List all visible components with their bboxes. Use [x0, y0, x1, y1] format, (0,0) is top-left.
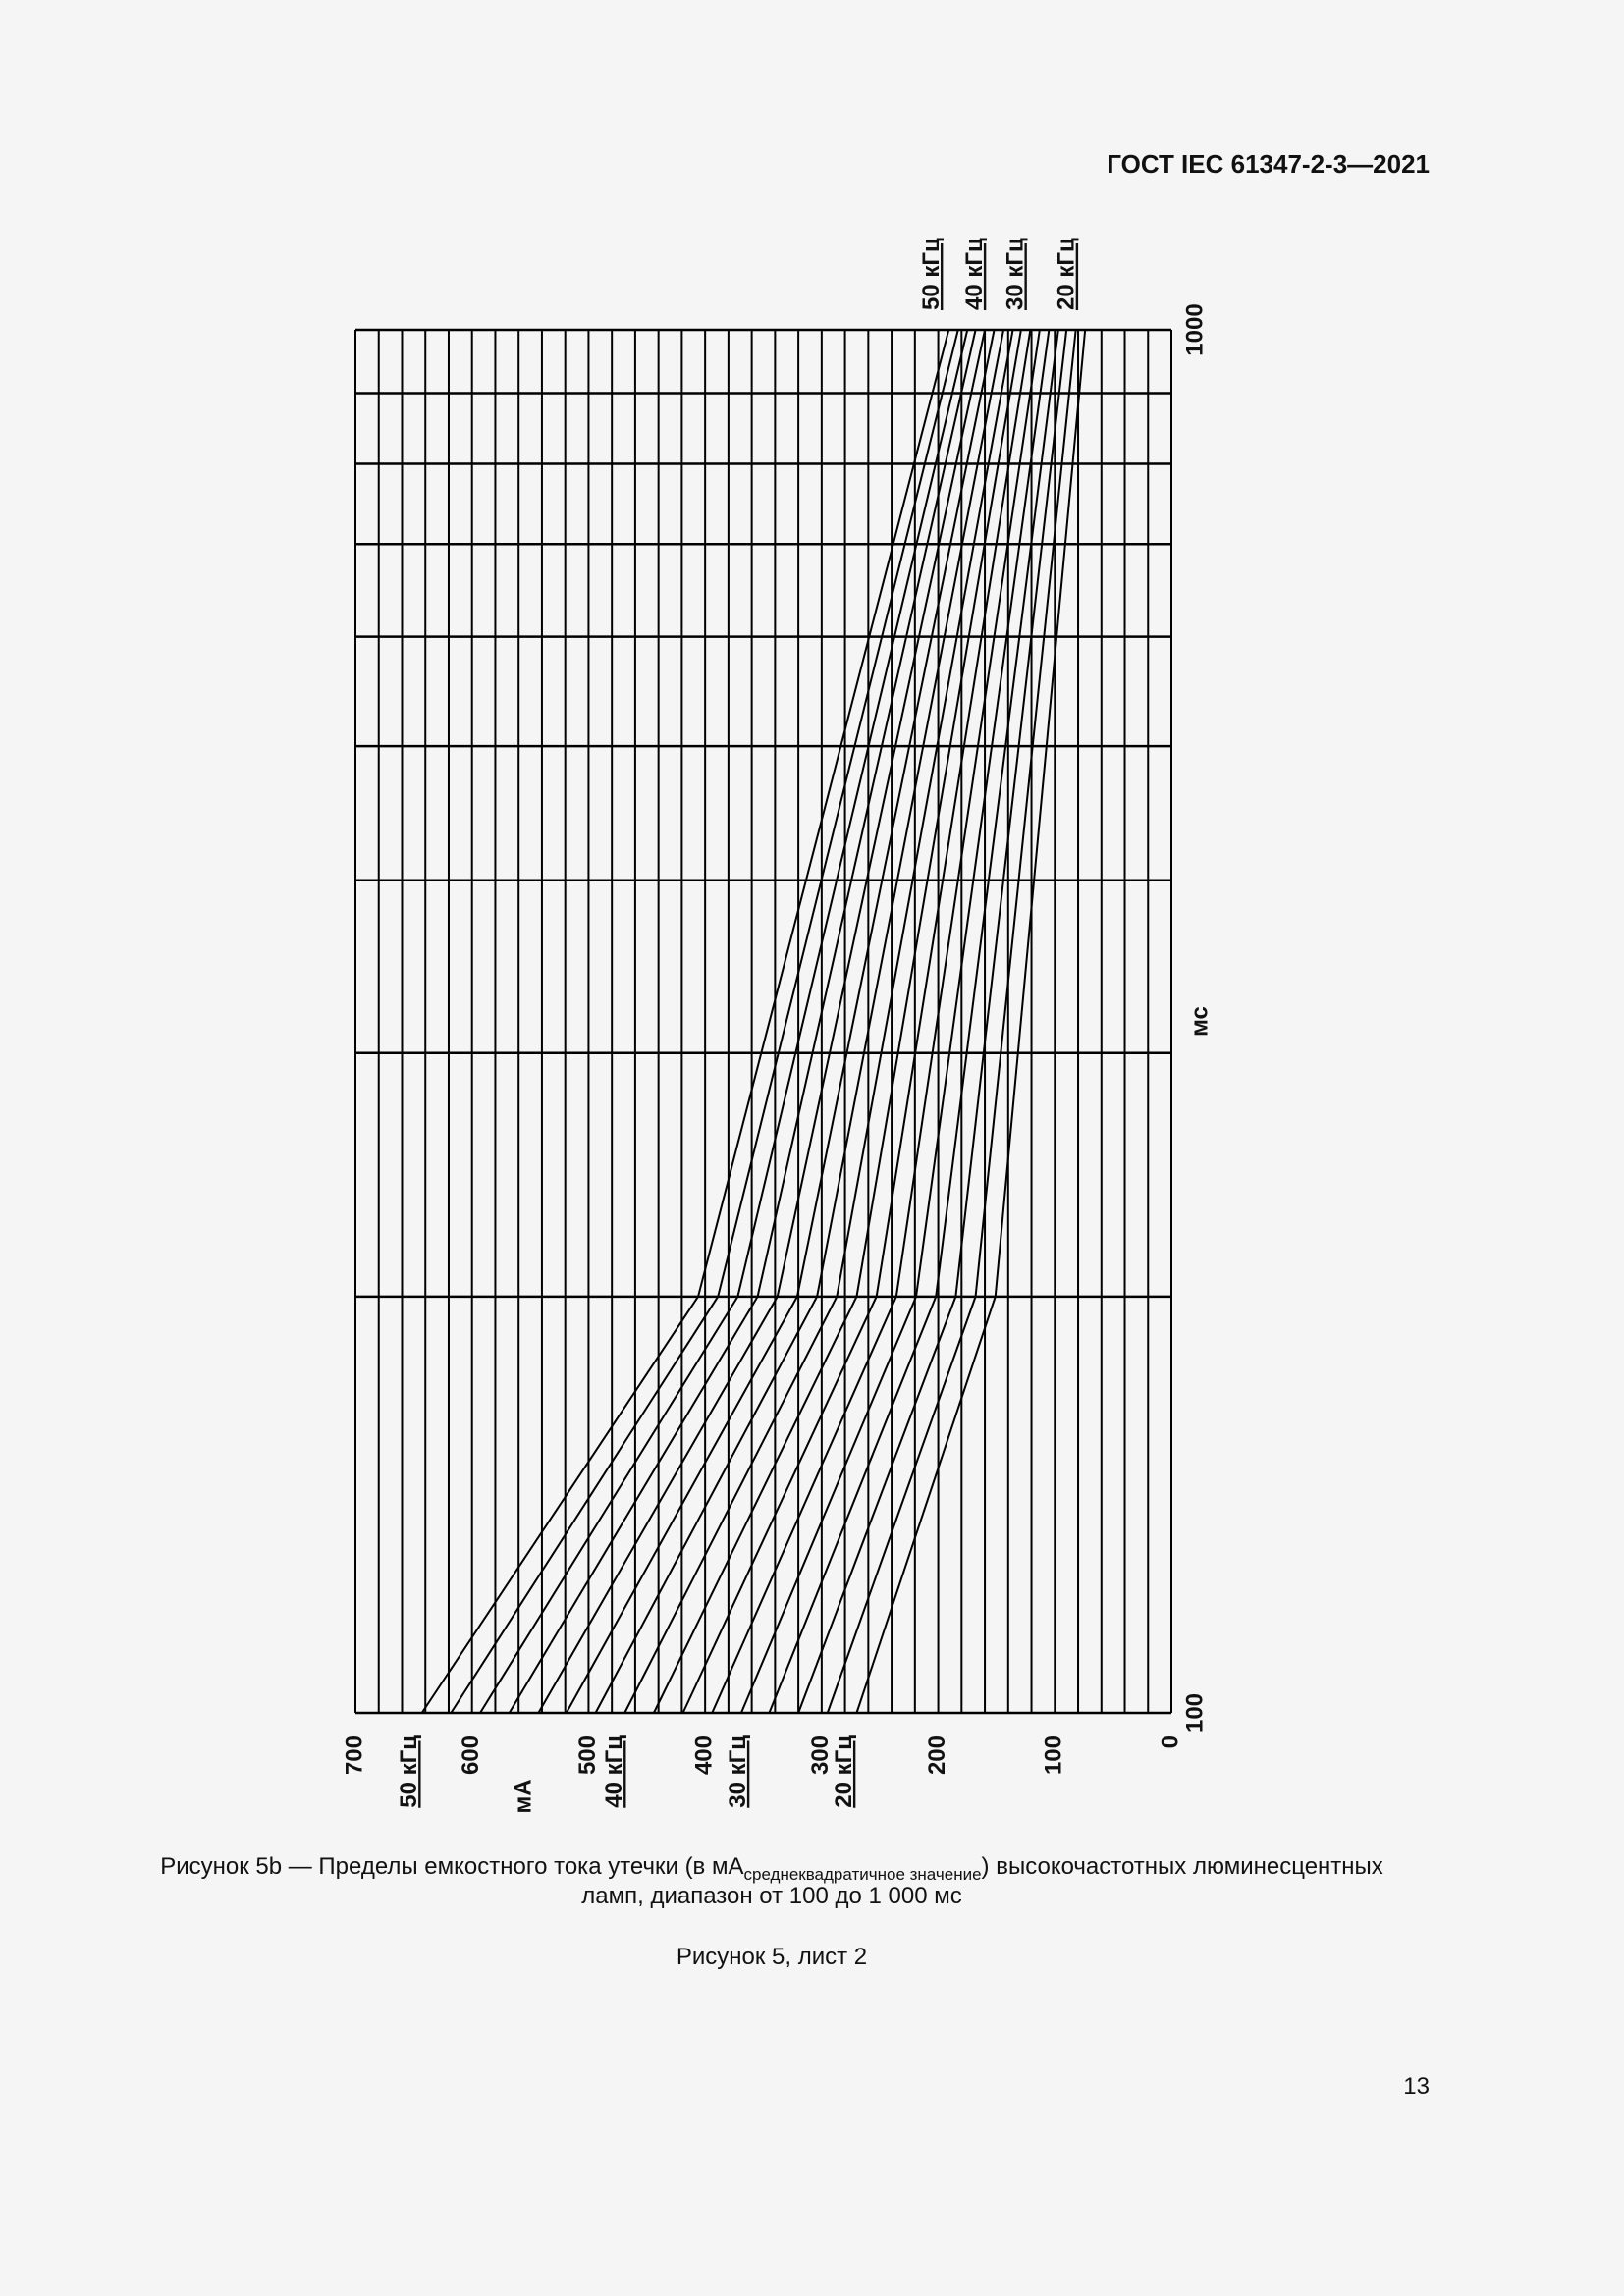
curve — [855, 329, 1087, 1714]
curve — [768, 329, 1059, 1714]
caption: Рисунок 5b — Пределы емкостного тока уте… — [0, 1853, 1543, 1885]
curve — [450, 329, 959, 1714]
frequency-label: 20 кГц — [1054, 238, 1080, 310]
curve — [740, 329, 1051, 1714]
frequency-label: 40 кГц — [601, 1735, 627, 1808]
frequency-label: 30 кГц — [1001, 238, 1028, 310]
frequency-label: 30 кГц — [725, 1735, 751, 1808]
curve — [565, 329, 996, 1714]
y-tick-label: 600 — [458, 1735, 484, 1775]
frequency-label: 50 кГц — [918, 238, 945, 310]
caption-line: ламп, диапазон от 100 до 1 000 мс — [581, 1883, 962, 1909]
y-tick-label: 0 — [1157, 1735, 1183, 1748]
sheet-label: Рисунок 5, лист 2 — [676, 1944, 868, 1970]
chart: 0 100 200 300 400 500 600 700 100 1000 мс мА 50 кГц 4… — [341, 238, 1213, 1814]
curve — [623, 329, 1014, 1714]
curve — [537, 329, 987, 1714]
header-title: ГОСТ IEC 61347-2-3—2021 — [1107, 149, 1430, 179]
y-tick-label: 200 — [924, 1735, 950, 1775]
page-number: 13 — [1403, 2073, 1430, 2100]
curve — [420, 329, 950, 1714]
y-axis-label: мА — [510, 1779, 536, 1813]
y-tick-label: 300 — [807, 1735, 834, 1775]
curve — [826, 329, 1077, 1714]
curve — [797, 329, 1068, 1714]
x-axis-label: мс — [1186, 1006, 1213, 1037]
curve — [681, 329, 1032, 1714]
curve — [711, 329, 1041, 1714]
y-tick-label: 400 — [690, 1735, 717, 1775]
y-tick-label: 100 — [1041, 1735, 1067, 1775]
y-tick-label: 700 — [341, 1735, 367, 1775]
x-tick-label: 100 — [1181, 1693, 1208, 1733]
frequency-label: 50 кГц — [396, 1735, 422, 1808]
frequency-label: 40 кГц — [961, 238, 988, 310]
y-tick-label: 500 — [574, 1735, 601, 1775]
caption-text: ) высокочастотных люминесцентных — [981, 1853, 1383, 1880]
x-tick-label: 1000 — [1181, 303, 1208, 355]
curve — [508, 329, 977, 1714]
frequency-label: 20 кГц — [831, 1735, 857, 1808]
curve — [653, 329, 1022, 1714]
curve — [594, 329, 1005, 1714]
curve — [479, 329, 969, 1714]
caption-subscript: среднеквадратичное значение — [743, 1864, 982, 1884]
caption-text: Рисунок 5b — Пределы емкостного тока уте… — [160, 1853, 744, 1880]
